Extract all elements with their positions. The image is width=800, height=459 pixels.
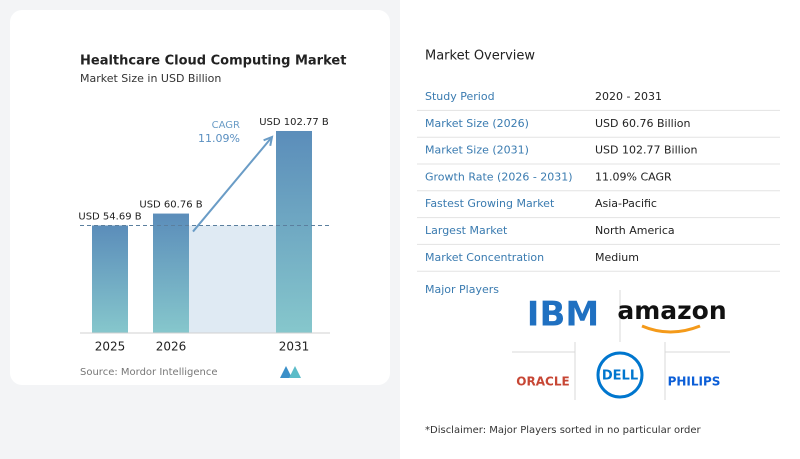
disclaimer: *Disclaimer: Major Players sorted in no … xyxy=(425,425,702,436)
player-logo: amazon xyxy=(617,296,726,325)
row-value: USD 102.77 Billion xyxy=(595,144,697,157)
player-logo: DELL xyxy=(602,369,638,384)
row-key: Market Size (2026) xyxy=(425,117,529,130)
row-value: Asia-Pacific xyxy=(595,197,657,210)
growth-region xyxy=(189,225,276,333)
row-key: Market Concentration xyxy=(425,251,544,264)
players-title: Major Players xyxy=(425,283,499,296)
row-value: USD 60.76 Billion xyxy=(595,117,690,130)
logo-grid xyxy=(512,290,730,400)
amazon-smile xyxy=(641,324,701,334)
bar xyxy=(153,213,189,333)
row-key: Market Size (2031) xyxy=(425,144,529,157)
brand-logo xyxy=(280,366,301,378)
player-logo: ORACLE xyxy=(516,375,569,389)
source: Source: Mordor Intelligence xyxy=(80,367,218,378)
value-label: USD 54.69 B xyxy=(78,211,141,222)
cagr-label: CAGR xyxy=(212,120,240,131)
cagr-arrow xyxy=(192,136,273,233)
dell-ring xyxy=(596,351,644,399)
overview-title: Market Overview xyxy=(425,49,535,64)
x-tick-label: 2031 xyxy=(279,340,310,354)
row-value: Medium xyxy=(595,251,639,264)
chart-subtitle: Market Size in USD Billion xyxy=(80,72,221,85)
x-tick-label: 2026 xyxy=(156,340,187,354)
row-value: 11.09% CAGR xyxy=(595,170,672,183)
chart-title: Healthcare Cloud Computing Market xyxy=(80,54,346,69)
value-label: USD 102.77 B xyxy=(259,117,329,128)
row-value: 2020 - 2031 xyxy=(595,90,662,103)
row-key: Largest Market xyxy=(425,224,508,237)
player-logo: PHILIPS xyxy=(668,375,721,389)
x-tick-label: 2025 xyxy=(95,340,126,354)
cagr-arrowhead xyxy=(263,135,274,147)
value-label: USD 60.76 B xyxy=(139,200,202,211)
bar xyxy=(92,225,128,333)
row-key: Growth Rate (2026 - 2031) xyxy=(425,170,573,183)
cagr-value: 11.09% xyxy=(198,132,240,145)
row-key: Fastest Growing Market xyxy=(425,197,555,210)
player-logo: IBM xyxy=(527,295,599,335)
row-value: North America xyxy=(595,224,675,237)
row-key: Study Period xyxy=(425,90,495,103)
bar xyxy=(276,130,312,333)
